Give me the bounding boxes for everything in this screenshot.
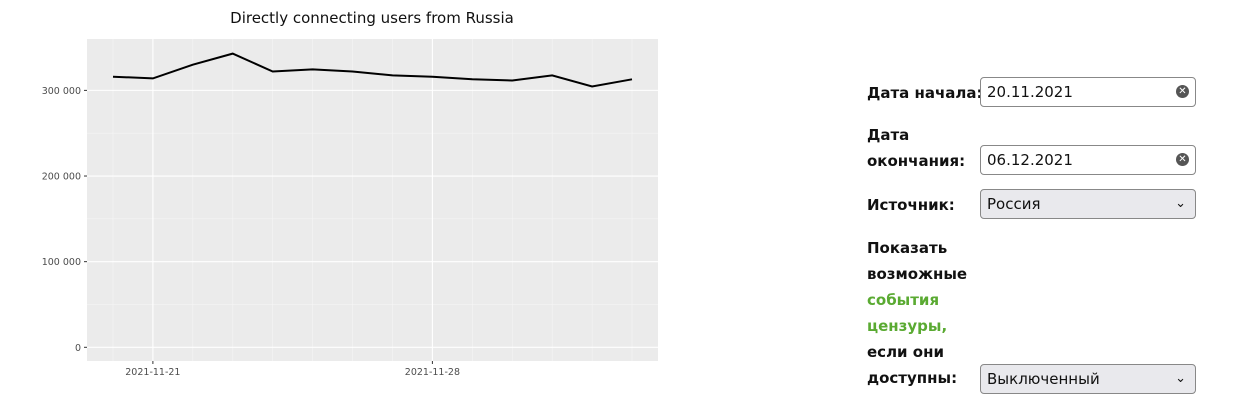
source-value: Россия xyxy=(987,195,1041,213)
events-label: Показать возможные события цензуры, если… xyxy=(867,235,967,391)
end-label-2: окончания: xyxy=(867,152,966,170)
y-tick-label: 300 000 xyxy=(42,86,81,97)
end-label-1: Дата xyxy=(867,126,910,144)
y-tick-label: 100 000 xyxy=(42,257,81,268)
y-tick-label: 0 xyxy=(75,343,81,354)
end-input[interactable]: 06.12.2021 ✕ xyxy=(980,145,1196,175)
panel xyxy=(87,39,658,361)
y-tick-label: 200 000 xyxy=(42,172,81,183)
end-value: 06.12.2021 xyxy=(987,151,1073,169)
chevron: ⌄ xyxy=(1175,371,1186,386)
start-label: Дата начала: xyxy=(867,84,983,102)
source-label: Источник: xyxy=(867,196,955,214)
x-tick-label: 2021-11-28 xyxy=(405,367,460,378)
events-label-1: Показать xyxy=(867,239,948,257)
start-value: 20.11.2021 xyxy=(987,83,1073,101)
chevron: ⌄ xyxy=(1175,196,1186,211)
chart: Directly connecting users from Russia 0 1… xyxy=(42,9,658,378)
data-line xyxy=(112,52,633,88)
chart-title: Directly connecting users from Russia xyxy=(230,9,514,27)
events-link-2[interactable]: цензуры, xyxy=(867,317,948,335)
source-select[interactable]: Россия ⌄ xyxy=(980,189,1196,219)
events-label-2: возможные xyxy=(867,265,968,283)
start-input[interactable]: 20.11.2021 ✕ xyxy=(980,77,1196,107)
clear-button[interactable]: ✕ xyxy=(1176,85,1189,98)
events-label-4: доступны: xyxy=(867,369,958,387)
end-label: Дата окончания: xyxy=(867,122,965,174)
events-link-1[interactable]: события xyxy=(867,291,940,309)
events-select[interactable]: Выключенный ⌄ xyxy=(980,364,1196,394)
x-tick-label: 2021-11-21 xyxy=(125,367,180,378)
clear-button[interactable]: ✕ xyxy=(1176,153,1189,166)
events-label-3: если они xyxy=(867,343,944,361)
events-value: Выключенный xyxy=(987,370,1100,388)
